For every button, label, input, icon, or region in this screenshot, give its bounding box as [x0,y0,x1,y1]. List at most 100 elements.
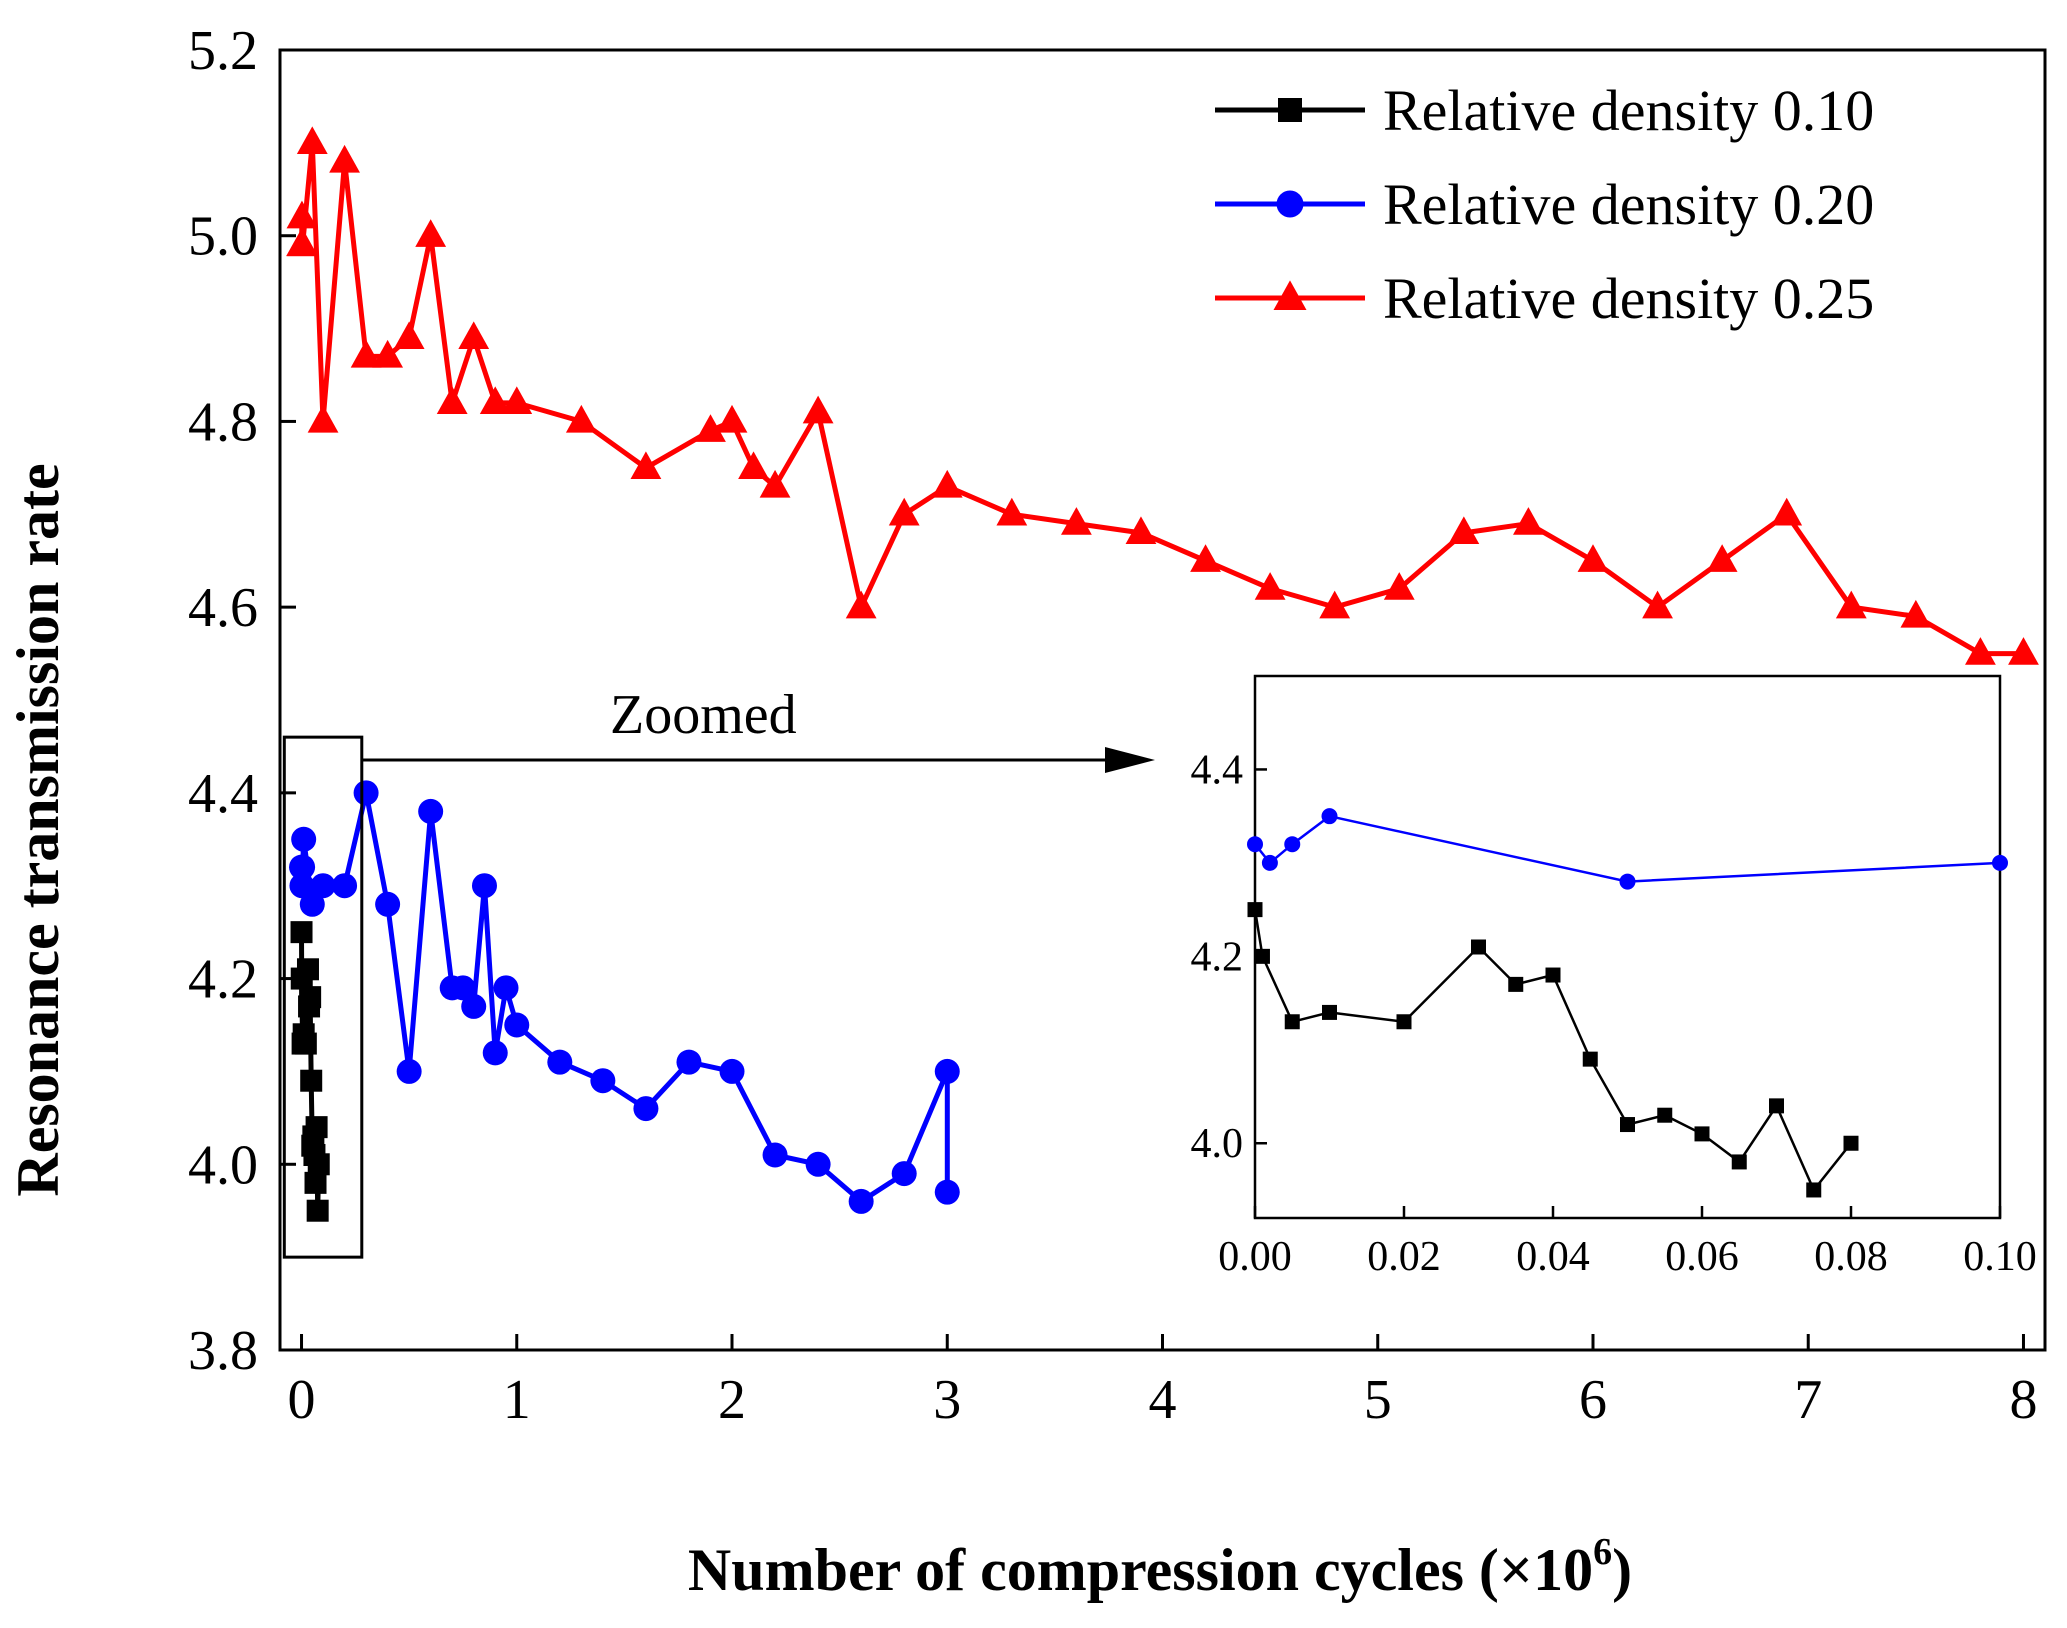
inset-data-point [1843,1135,1859,1151]
data-point [1319,590,1351,619]
inset-data-point [1545,967,1561,983]
data-point [471,873,497,899]
inset-data-point [1284,1014,1300,1030]
main-plot: 3.8 4.0 4.2 4.4 4.6 4.8 5.0 5.2 0 1 2 3 4 5 6 7 8 [188,20,2047,1431]
data-point [762,1142,788,1168]
data-point [1835,590,1867,619]
inset-data-point [1284,836,1301,853]
x-tick-label: 4 [1149,1369,1177,1431]
data-point [1965,637,1996,665]
data-point [1577,544,1609,572]
legend-entry: Relative density 0.10 [1215,78,1874,143]
data-point [630,451,662,480]
data-point [289,873,315,899]
y-tick-label: 4.0 [188,1134,258,1196]
data-point [996,497,1028,526]
data-point [845,590,877,619]
data-point [291,826,317,852]
data-point [332,873,358,899]
x-axis-title: Number of compression cycles (×106) [688,1531,1632,1603]
data-point [329,144,360,173]
data-point [286,200,318,229]
data-point [493,975,519,1001]
data-point [294,1032,317,1055]
data-point [375,891,401,917]
inset-data-point [1471,939,1486,955]
data-point [287,228,319,257]
x-tick-label: 2 [718,1369,746,1431]
inset-data-point [1731,1154,1747,1170]
data-point [296,958,319,981]
data-point [418,798,444,824]
data-point [1383,572,1415,600]
y-tick-label: 4.6 [188,577,258,639]
legend-entry: Relative density 0.25 [1215,266,1874,331]
inset-x-tick-label: 0.02 [1367,1234,1441,1280]
inset-data-point [1769,1098,1784,1114]
data-point [436,386,468,415]
data-point [393,321,425,350]
data-point [1125,516,1157,545]
data-point [307,1153,330,1176]
y-tick-label: 5.0 [188,206,258,268]
data-point [1771,497,1803,526]
y-tick-label: 4.2 [188,949,258,1011]
data-point [802,395,834,424]
data-point [458,321,490,350]
data-point [461,993,487,1019]
zoom-annotation: Zoomed [282,684,1155,1259]
data-point [805,1151,831,1177]
data-point [719,1058,745,1084]
data-point [310,873,336,899]
legend-label: Relative density 0.10 [1383,78,1874,143]
series-circle [289,780,960,1214]
legend-label: Relative density 0.20 [1383,172,1874,237]
series-square [290,921,330,1222]
x-axis-title-exponent: 6 [1593,1531,1612,1573]
data-point [1706,544,1738,572]
inset-plot: 4.0 4.2 4.4 0.00 0.02 0.04 0.06 0.08 0.10 [1191,674,2037,1280]
inset-x-tick-label: 0.08 [1814,1234,1888,1280]
data-point [738,451,769,480]
inset-series-line [1253,909,1852,1193]
inset-data-point [1247,902,1263,918]
inset-y-tick-label: 4.4 [1191,747,1244,793]
x-tick-label: 0 [288,1369,316,1431]
data-point [479,386,511,415]
inset-y-tick-label: 4.0 [1191,1121,1244,1167]
data-point [695,414,726,442]
x-axis-title-main: Number of compression cycles (×10 [688,1537,1593,1603]
series-triangle [286,126,2039,665]
data-point [296,126,328,155]
inset-data-point [1620,1117,1635,1133]
legend-entry: Relative density 0.20 [1215,172,1874,237]
inset-data-point [1992,854,2008,871]
inset-x-tick-label: 0.04 [1516,1234,1590,1280]
inset-data-point [1657,1107,1673,1123]
legend-label: Relative density 0.25 [1383,266,1874,331]
data-point [716,404,748,433]
data-point [372,339,404,368]
x-tick-label: 1 [503,1369,531,1431]
zoom-annotation-label: Zoomed [610,684,797,746]
zoom-box [282,735,364,1259]
data-point [931,469,963,498]
y-tick-label: 4.4 [188,763,258,825]
legend-swatch-marker [1273,280,1307,310]
x-tick-label: 8 [2009,1369,2037,1431]
data-point [1448,516,1480,545]
x-tick-label: 6 [1579,1369,1607,1431]
data-point [350,339,382,368]
inset-data-point [1261,854,1278,871]
data-point [1900,599,1932,628]
data-point [759,469,791,498]
data-point [290,921,313,944]
data-point [415,219,447,247]
data-point [504,1012,530,1038]
legend-swatch-marker [1276,190,1304,218]
data-point [633,1096,659,1122]
inset-series-square [1247,902,1859,1198]
x-tick-label: 5 [1364,1369,1392,1431]
legend-swatch-marker [1278,98,1302,122]
